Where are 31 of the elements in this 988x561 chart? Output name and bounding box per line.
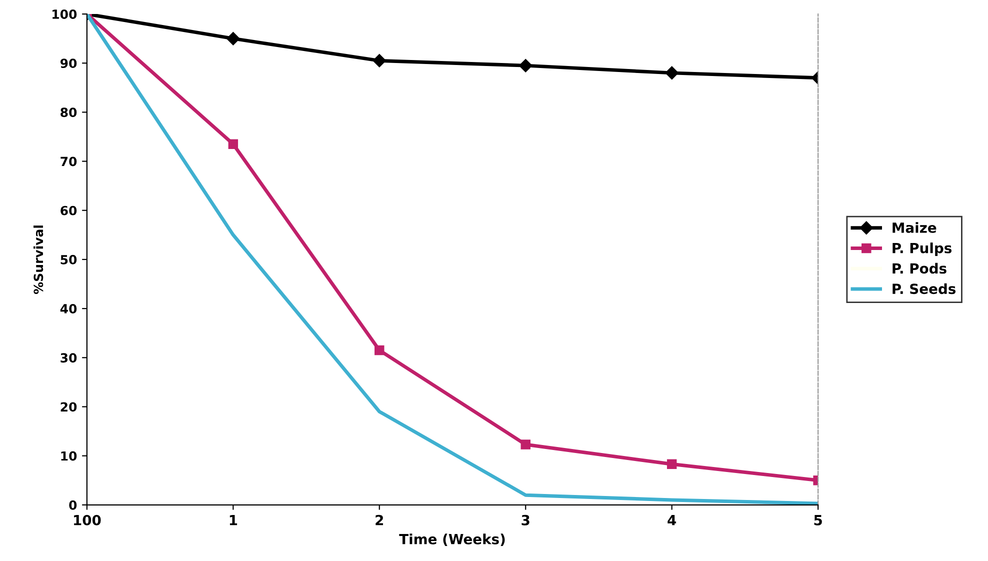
legend-label: Maize (892, 222, 936, 233)
y-tick-label: 90 (60, 58, 77, 68)
x-tick-label: 100 (74, 514, 101, 526)
legend-label: P. Pulps (892, 242, 952, 256)
y-tick-label: 80 (60, 108, 77, 118)
y-tick-label: 70 (60, 156, 77, 166)
point (666, 459, 677, 470)
y-tick-label: 20 (60, 402, 77, 412)
x-tick-label: 3 (522, 514, 530, 526)
y-tick-label: 50 (60, 254, 77, 264)
legend-label: P. Seeds (892, 283, 956, 294)
point (374, 345, 384, 356)
legend-label: P. Pods (892, 262, 946, 274)
x-axis-title: Time (Weeks) (399, 534, 505, 546)
y-tick-label: 0 (69, 500, 77, 510)
point (520, 440, 530, 450)
x-tick-label: 4 (668, 515, 676, 526)
x-tick-label: 1 (230, 515, 238, 526)
y-tick-label: 30 (60, 353, 77, 363)
y-tick-label: 40 (60, 304, 77, 314)
point (519, 58, 532, 72)
x-tick-label: 2 (376, 514, 384, 526)
point (228, 139, 238, 149)
y-tick-label: 60 (60, 206, 77, 216)
x-tick-label: 5 (814, 515, 822, 526)
y-axis-title: %Survival (33, 226, 44, 294)
point (226, 32, 240, 46)
point (665, 66, 678, 80)
point (372, 54, 386, 68)
y-tick-label: 10 (61, 451, 77, 461)
y-tick-label: 100 (52, 9, 77, 19)
